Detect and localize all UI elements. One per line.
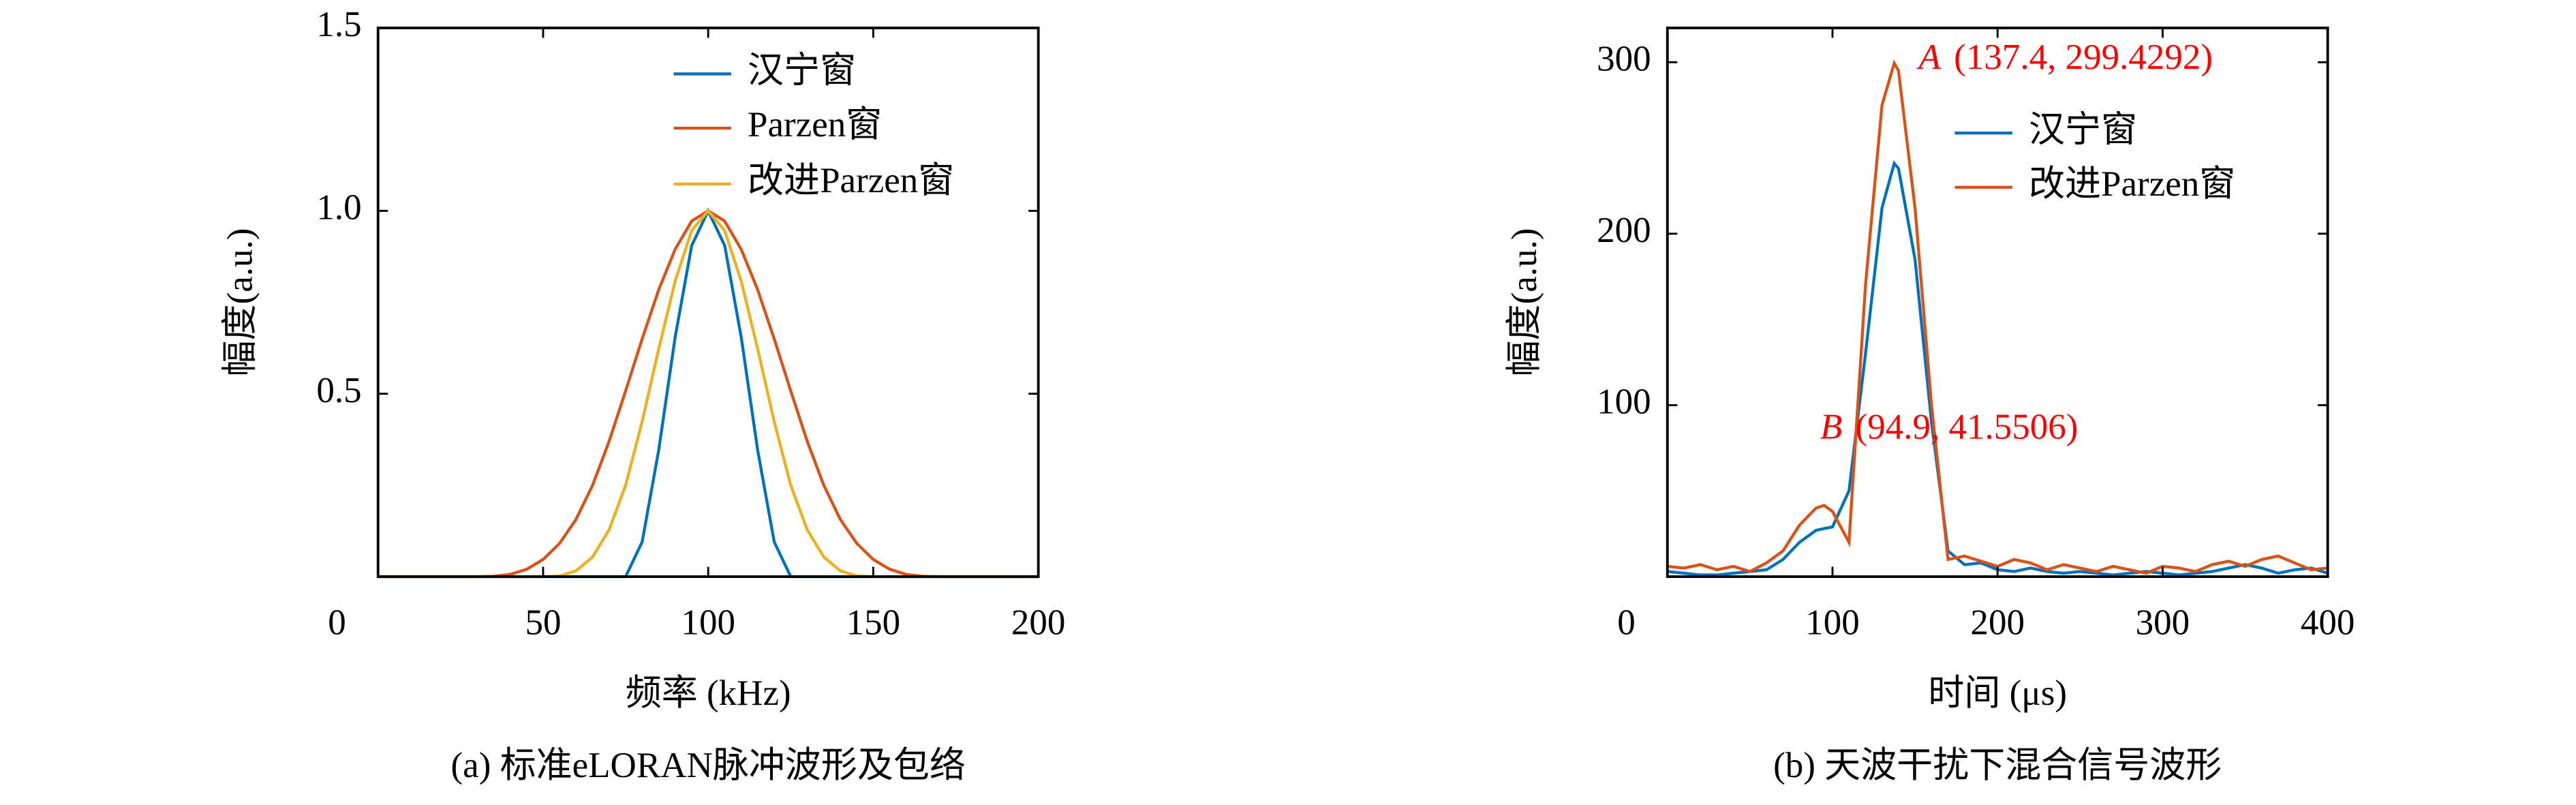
x-tick-label: 200 [1970, 603, 2025, 642]
y-tick-label: 300 [1597, 39, 1651, 78]
data-line [378, 209, 1039, 579]
annotation: B (94.9, 41.5506) [1820, 408, 2079, 447]
x-axis-label: 时间 (μs) [1928, 673, 2067, 713]
plot-frame [376, 27, 1040, 578]
y-tick-label: 1.0 [316, 187, 361, 227]
caption: (b) 天波干扰下混合信号波形 [1773, 746, 2222, 785]
annotation-letter: B [1820, 408, 1842, 447]
x-tick-label: 150 [846, 603, 901, 642]
plot-frame [1666, 27, 2329, 578]
y-tick-label: 200 [1597, 211, 1651, 250]
y-tick-label: 1.5 [316, 5, 361, 44]
legend-label: 汉宁窗 [2029, 110, 2137, 149]
x-tick-label: 0 [1617, 603, 1636, 642]
y-axis-label: 幅度(a.u.) [1505, 228, 1544, 377]
data-line [1667, 59, 2328, 575]
x-tick-label: 100 [681, 603, 735, 642]
y-tick-label: 0.5 [316, 371, 361, 410]
x-tick-label: 300 [2136, 603, 2190, 642]
legend-label: 改进Parzen窗 [748, 161, 954, 200]
legend-label: 汉宁窗 [748, 51, 856, 91]
y-axis-label: 幅度(a.u.) [220, 228, 260, 377]
x-tick-label: 50 [525, 603, 561, 642]
annotation-letter: A [1917, 37, 1942, 77]
x-axis-label: 频率 (kHz) [626, 673, 791, 713]
x-tick-label: 100 [1805, 603, 1860, 642]
annotation-text: (137.4, 299.4292) [1954, 37, 2213, 77]
data-line [378, 207, 1039, 579]
annotation: A (137.4, 299.4292) [1917, 37, 2213, 77]
data-line [1667, 160, 2329, 577]
caption: (a) 标准eLORAN脉冲波形及包络 [451, 746, 966, 785]
data-line [378, 208, 1039, 579]
legend-label: Parzen窗 [748, 105, 882, 145]
x-tick-label: 0 [328, 603, 346, 642]
legend-label: 改进Parzen窗 [2029, 164, 2235, 204]
x-tick-label: 400 [2301, 603, 2355, 642]
x-tick-label: 200 [1011, 603, 1066, 642]
y-tick-label: 100 [1597, 382, 1651, 422]
annotation-text: (94.9, 41.5506) [1856, 408, 2079, 447]
